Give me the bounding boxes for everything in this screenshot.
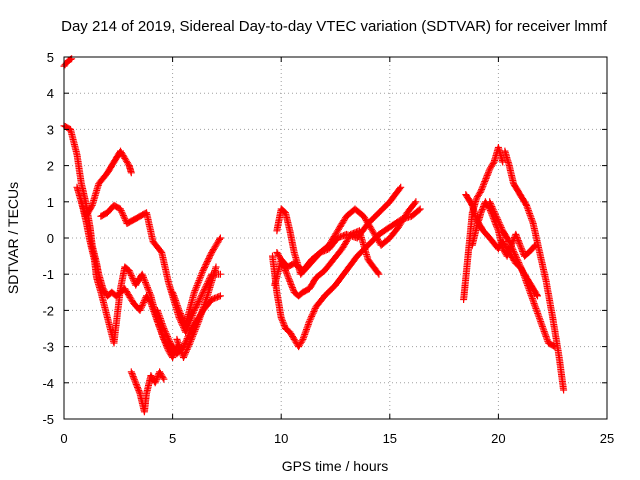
series-markers <box>127 368 168 416</box>
x-tick-label: 25 <box>600 431 614 446</box>
series-markers <box>501 147 568 394</box>
series-markers <box>269 205 424 351</box>
y-tick-label: -5 <box>42 412 54 427</box>
x-tick-label: 5 <box>169 431 176 446</box>
series-arc-13 <box>460 144 507 303</box>
x-tick-label: 0 <box>60 431 67 446</box>
y-tick-label: 4 <box>47 86 54 101</box>
y-tick-label: 2 <box>47 159 54 174</box>
x-tick-label: 10 <box>274 431 288 446</box>
series-arc-17 <box>486 198 559 351</box>
y-tick-label: -2 <box>42 303 54 318</box>
x-tick-label: 20 <box>491 431 505 446</box>
series-arc-2 <box>73 183 181 361</box>
x-axis-label: GPS time / hours <box>282 458 389 474</box>
y-tick-label: -3 <box>42 340 54 355</box>
series-arc-16 <box>501 147 568 394</box>
y-tick-label: 5 <box>47 50 54 65</box>
series-markers <box>273 198 420 275</box>
y-tick-label: -1 <box>42 267 54 282</box>
data-series <box>60 55 568 416</box>
y-tick-label: 3 <box>47 122 54 137</box>
series-arc-3 <box>77 147 135 220</box>
series-markers <box>169 234 224 329</box>
series-markers <box>173 263 220 361</box>
y-tick-label: 1 <box>47 195 54 210</box>
series-markers <box>77 147 135 220</box>
series-arc-8 <box>173 263 220 361</box>
series-markers <box>73 183 181 361</box>
series-arc-12 <box>273 198 420 275</box>
series-arc-5 <box>127 368 168 416</box>
axis-ticks: 0 5 10 15 20 25 -5 -4 -3 -2 -1 0 1 2 3 4 5 <box>42 50 614 446</box>
y-tick-label: -4 <box>42 376 54 391</box>
series-markers <box>460 144 507 303</box>
x-tick-label: 15 <box>383 431 397 446</box>
series-markers <box>97 201 224 336</box>
series-arc-4 <box>97 201 224 336</box>
series-markers <box>486 198 559 351</box>
chart-title: Day 214 of 2019, Sidereal Day-to-day VTE… <box>61 18 608 35</box>
series-arc-9 <box>269 205 424 351</box>
y-tick-label: 0 <box>47 231 54 246</box>
series-arc-7 <box>169 234 224 329</box>
y-axis-label: SDTVAR / TECUs <box>5 182 21 294</box>
